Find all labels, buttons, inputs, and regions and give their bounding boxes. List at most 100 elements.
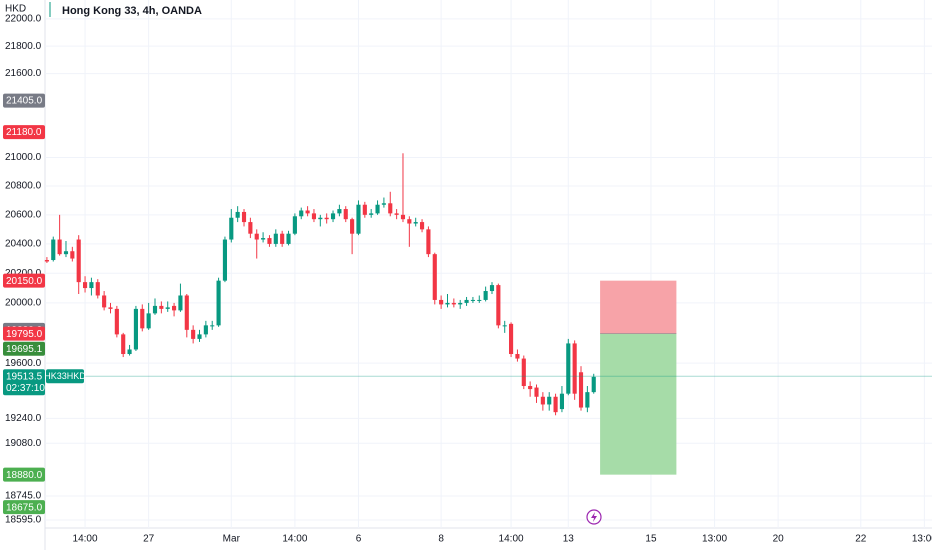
x-tick-label: 14:00 [499, 534, 524, 545]
candle-body [375, 204, 380, 214]
candle-body [566, 343, 571, 394]
y-tick-label: 22000.0 [5, 14, 42, 25]
candle-body [261, 238, 266, 240]
x-tick-label: 15 [645, 534, 657, 545]
candle-body [292, 216, 297, 234]
candle-body [502, 325, 507, 327]
candle-body [585, 392, 590, 408]
candle-body [89, 282, 94, 289]
candle-body [369, 213, 374, 215]
candle-body [547, 396, 552, 405]
price-tag [3, 326, 45, 341]
currency-label: HKD [5, 4, 26, 15]
y-tick-label: 21800.0 [5, 41, 42, 52]
countdown-label: 02:37:10 [6, 383, 45, 394]
candle-body [553, 396, 558, 413]
price-tag [3, 341, 45, 356]
candle-body [591, 376, 596, 393]
price-tag-label: 19795.0 [6, 329, 43, 340]
candle-body [305, 210, 310, 214]
candle-body [394, 213, 399, 215]
candle-body [572, 343, 577, 394]
price-tag-label: 19695.1 [6, 344, 43, 355]
candle-body [330, 213, 336, 220]
candle-body [102, 295, 107, 308]
y-tick-label: 21600.0 [5, 68, 42, 79]
candle-body [254, 233, 259, 240]
y-tick-label: 20600.0 [5, 209, 42, 220]
candle-body [559, 393, 565, 410]
candle-body [248, 222, 253, 234]
candle-body [140, 308, 145, 329]
alert-bolt[interactable] [591, 512, 597, 522]
candle-body [343, 209, 348, 220]
y-tick-label: 21000.0 [5, 152, 42, 163]
plot [44, 153, 932, 475]
candle-body [44, 260, 49, 262]
position-target-zone [600, 333, 677, 475]
price-tag-label: 21405.0 [6, 96, 43, 107]
candle-body [311, 213, 317, 220]
last-price-tag [3, 369, 45, 396]
x-tick-label: 6 [356, 534, 362, 545]
x-tick-label: 14:00 [73, 534, 98, 545]
candle-body [133, 308, 138, 350]
candle-body [241, 211, 247, 223]
candle-body [419, 222, 425, 230]
symbol-label: HK33HKD [44, 371, 86, 381]
candle-body [127, 349, 132, 355]
candle-body [235, 211, 240, 218]
candle-body [165, 307, 170, 309]
x-tick-label: 27 [143, 534, 155, 545]
candle-body [509, 323, 514, 355]
alert-icon[interactable] [586, 509, 602, 525]
candle-body [515, 354, 520, 359]
candle-body [356, 204, 361, 234]
candle-body [464, 299, 469, 303]
candle-body [216, 280, 221, 326]
candle-body [222, 239, 228, 281]
axis: 22000.0 21800.0 21600.0 21000.0 20800.0 20600… [5, 14, 932, 545]
candle-body [203, 325, 208, 335]
candle-body [451, 302, 456, 305]
candle-body [184, 295, 189, 330]
candle-body [388, 203, 393, 214]
candle-body [337, 209, 342, 214]
x-tick-label: 13:00 [912, 534, 932, 545]
candle-body [470, 299, 475, 301]
candle-body [70, 251, 75, 259]
candle-body [458, 302, 463, 305]
candle-body [350, 219, 355, 234]
x-tick-label: 8 [438, 534, 444, 545]
candle-body [381, 203, 386, 205]
x-tick-label: 13:00 [702, 534, 727, 545]
y-tick-label: 20000.0 [5, 298, 42, 309]
price-tag-label: 20150.0 [6, 276, 43, 287]
candle-body [534, 387, 539, 397]
x-tick-label: Mar [223, 534, 241, 545]
price-tag-label: 18675.0 [6, 502, 43, 513]
grid [45, 0, 932, 528]
candle-body [95, 282, 100, 296]
price-tag [3, 93, 45, 108]
candle-body [229, 217, 234, 240]
y-tick-label: 20400.0 [5, 239, 42, 250]
candle-body [528, 386, 533, 390]
candle-body [76, 239, 81, 283]
candle-body [108, 307, 113, 309]
candle-body [57, 239, 62, 255]
candle-body [114, 308, 119, 335]
price-tag [3, 467, 45, 482]
price-tag [3, 500, 45, 515]
y-tick-label: 20800.0 [5, 181, 42, 192]
candle-body [426, 229, 431, 255]
candle-body [362, 204, 367, 215]
y-tick-label: 19080.0 [5, 438, 42, 449]
candle-body [63, 251, 69, 255]
candle-body [178, 295, 183, 311]
candle-body [172, 305, 177, 311]
candle-body [273, 233, 278, 244]
price-tag-label: 18880.0 [6, 470, 43, 481]
